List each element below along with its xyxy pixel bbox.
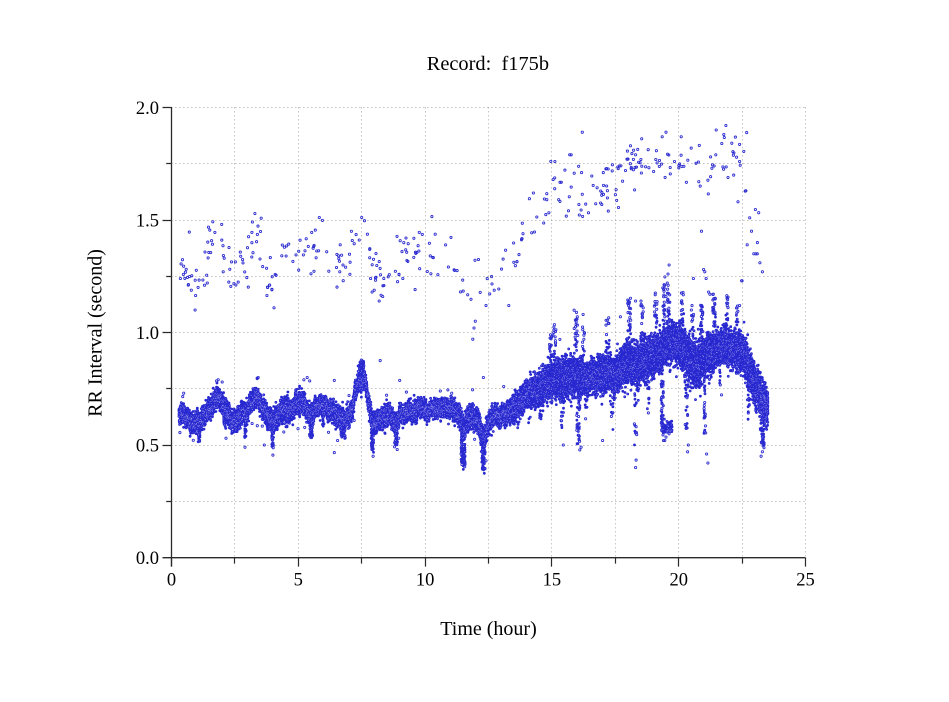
svg-text:5: 5 [294, 570, 303, 590]
svg-text:1.5: 1.5 [136, 211, 159, 231]
svg-text:15: 15 [543, 570, 562, 590]
svg-text:2.0: 2.0 [136, 99, 159, 119]
svg-text:0.5: 0.5 [136, 436, 159, 456]
svg-text:20: 20 [669, 570, 688, 590]
svg-text:Record: f175b: Record: f175b [427, 53, 549, 75]
svg-text:0: 0 [167, 570, 176, 590]
svg-text:25: 25 [796, 570, 815, 590]
svg-text:10: 10 [416, 570, 435, 590]
svg-text:RR Interval (second): RR Interval (second) [84, 249, 106, 417]
svg-text:0.0: 0.0 [136, 549, 159, 569]
svg-text:Time (hour): Time (hour) [440, 618, 536, 640]
svg-text:1.0: 1.0 [136, 324, 159, 344]
